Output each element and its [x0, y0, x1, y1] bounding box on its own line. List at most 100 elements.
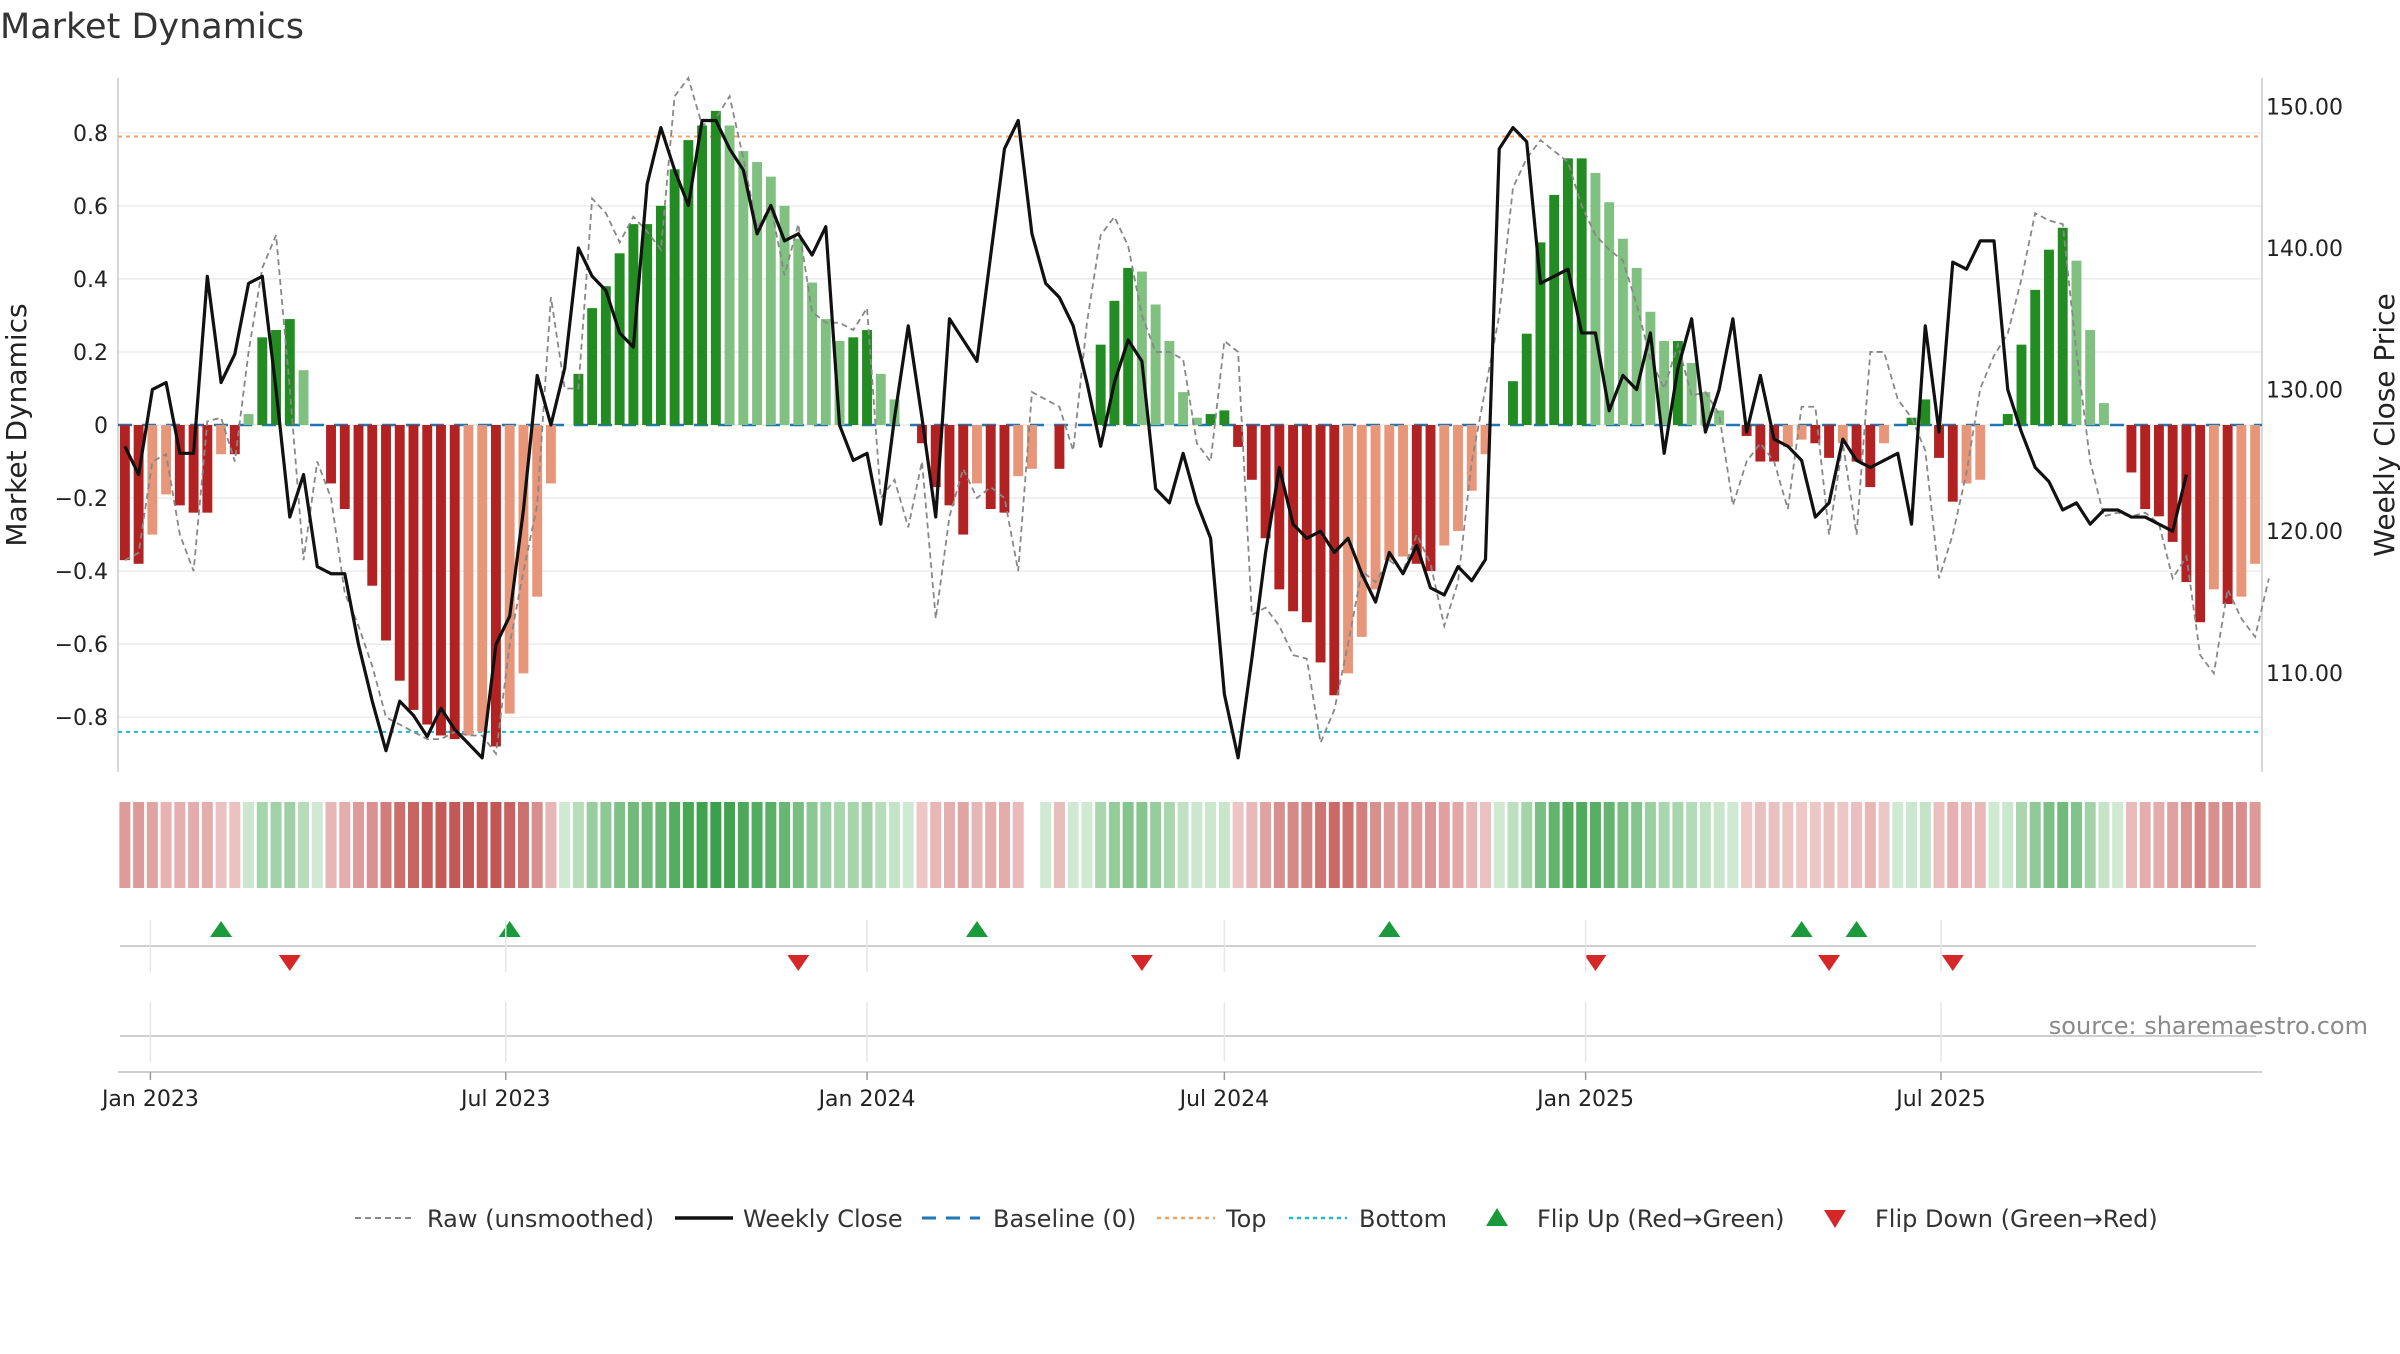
dynamics-bar: [1617, 238, 1628, 425]
dynamics-bar: [339, 425, 350, 510]
dynamics-bar: [2126, 425, 2137, 473]
dynamics-bar: [683, 140, 694, 426]
left-tick-label: −0.2: [55, 487, 108, 512]
flip-down-marker: [1130, 955, 1153, 971]
regime-cell: [627, 802, 639, 888]
regime-cell: [256, 802, 268, 888]
regime-cell: [1534, 802, 1546, 888]
regime-cell: [971, 802, 983, 888]
dynamics-bar: [504, 425, 515, 714]
right-tick-label: 130.00: [2266, 379, 2343, 404]
dynamics-bar: [1150, 304, 1161, 425]
regime-cell: [600, 802, 612, 888]
dynamics-bar: [1934, 425, 1944, 458]
dynamics-bar: [353, 425, 364, 561]
dynamics-bar: [1246, 425, 1257, 480]
dynamics-bar: [1411, 425, 1422, 564]
regime-cell: [820, 802, 832, 888]
regime-cell: [943, 802, 955, 888]
dynamics-bar: [1260, 425, 1271, 539]
regime-cell: [847, 802, 859, 888]
left-tick-label: −0.8: [55, 706, 108, 731]
regime-cell: [559, 802, 571, 888]
dynamics-bar: [174, 425, 185, 506]
left-tick-label: −0.4: [55, 560, 108, 585]
regime-cell: [2180, 802, 2192, 888]
regime-cell: [1479, 802, 1491, 888]
dynamics-bar: [188, 425, 199, 513]
dynamics-bar: [449, 425, 460, 740]
dynamics-bar: [545, 425, 556, 484]
regime-cell: [1589, 802, 1601, 888]
dynamics-bar: [229, 425, 240, 455]
dynamics-bar: [1219, 410, 1230, 425]
regime-cell: [779, 802, 791, 888]
flip-markers-panel: [118, 921, 2262, 1073]
dynamics-bar: [600, 286, 611, 425]
regime-cell: [1205, 802, 1217, 888]
regime-cell: [1232, 802, 1244, 888]
regime-cell: [517, 802, 529, 888]
regime-cell: [421, 802, 433, 888]
regime-cell: [407, 802, 419, 888]
dynamics-bar: [1205, 414, 1216, 425]
regime-cell: [724, 802, 736, 888]
dynamics-bar: [2044, 249, 2054, 425]
dynamics-bar: [779, 205, 790, 425]
regime-cell: [682, 802, 694, 888]
legend-label: Weekly Close: [743, 1205, 903, 1233]
dynamics-bar: [1315, 425, 1326, 663]
dynamics-bar: [820, 319, 831, 425]
dynamics-bar: [1123, 267, 1134, 425]
dynamics-bar: [2140, 425, 2151, 510]
dynamics-bar: [1274, 425, 1285, 590]
dynamics-bar: [1631, 267, 1642, 425]
regime-cell: [1452, 802, 1464, 888]
regime-cell: [531, 802, 543, 888]
dynamics-bar: [985, 425, 996, 510]
regime-cell: [476, 802, 488, 888]
regime-cell: [1878, 802, 1890, 888]
dynamics-bar: [1769, 425, 1780, 462]
dynamics-bar: [161, 425, 172, 495]
regime-cell: [2015, 802, 2027, 888]
right-tick-label: 120.00: [2266, 520, 2343, 545]
dynamics-bar: [1576, 158, 1587, 425]
regime-cell: [160, 802, 172, 888]
dynamics-bar: [642, 224, 653, 425]
regime-cell: [1108, 802, 1120, 888]
regime-cell: [1658, 802, 1670, 888]
regime-cell: [1837, 802, 1849, 888]
regime-cell: [889, 802, 901, 888]
regime-cell: [641, 802, 653, 888]
flip-down-marker: [278, 955, 301, 971]
dynamics-bar: [765, 176, 776, 425]
regime-cell: [916, 802, 928, 888]
regime-cell: [1521, 802, 1533, 888]
regime-cell: [1425, 802, 1437, 888]
dynamics-bar: [1384, 425, 1395, 561]
regime-cell: [366, 802, 378, 888]
dynamics-bar: [628, 224, 639, 425]
regime-cell: [614, 802, 626, 888]
dynamics-bar: [1810, 425, 1821, 444]
regime-cell: [572, 802, 584, 888]
dynamics-bar: [958, 425, 969, 535]
regime-cell: [1136, 802, 1148, 888]
dynamics-bar: [587, 308, 598, 425]
left-tick-label: −0.6: [55, 633, 108, 658]
dynamics-bar: [724, 125, 735, 426]
regime-cell: [174, 802, 186, 888]
left-tick-label: 0.8: [73, 122, 108, 147]
dynamics-bar: [518, 425, 529, 674]
regime-cell: [1466, 802, 1478, 888]
dynamics-bar: [1398, 425, 1408, 557]
regime-cell: [380, 802, 392, 888]
legend-label: Bottom: [1359, 1205, 1447, 1233]
dynamics-bar: [1027, 425, 1037, 469]
regime-cell: [1548, 802, 1560, 888]
legend-swatch-flip-up: [1486, 1208, 1508, 1226]
regime-cell: [1081, 802, 1093, 888]
